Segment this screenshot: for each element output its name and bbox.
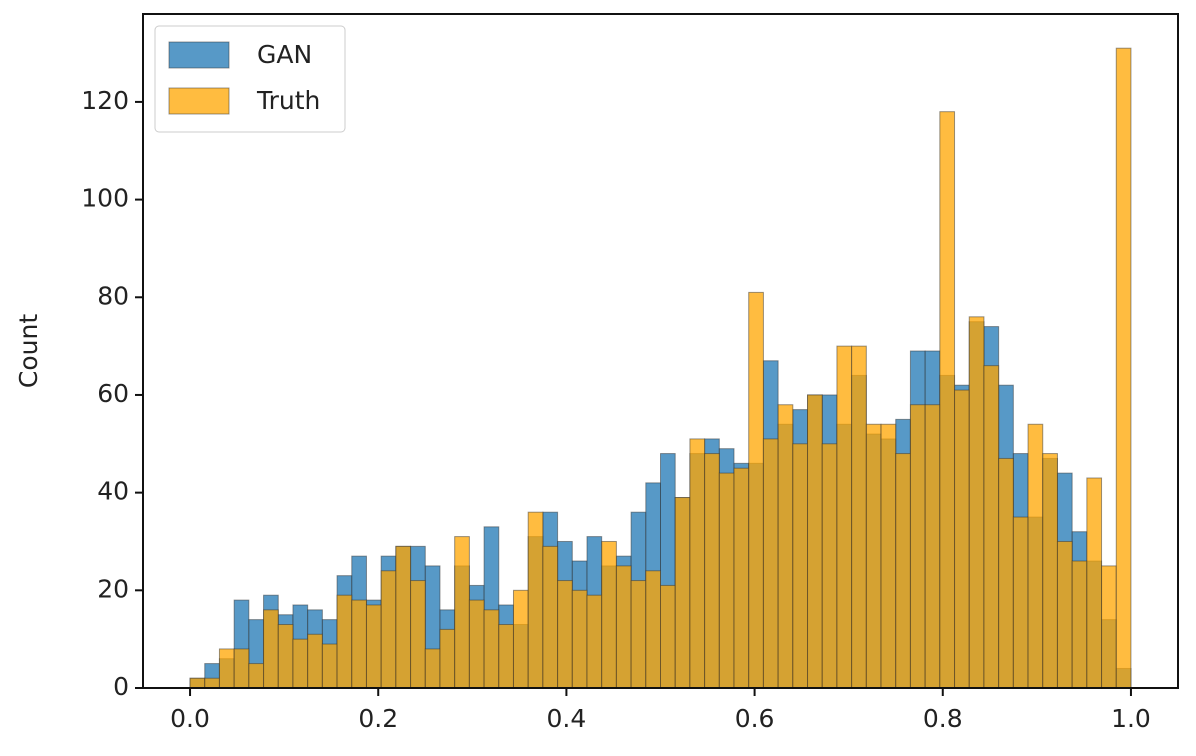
bar [277, 624, 294, 689]
legend-label: GAN [257, 40, 312, 69]
bar [748, 291, 764, 689]
x-tick-label: 0.4 [547, 704, 587, 733]
bar [542, 545, 559, 689]
bar [498, 624, 514, 689]
bar [1027, 423, 1044, 689]
bar [689, 438, 706, 689]
bar [865, 423, 882, 689]
bar [777, 404, 794, 689]
legend-swatch [168, 87, 230, 115]
legend-label: Truth [256, 86, 320, 115]
bar [204, 677, 220, 689]
bar [704, 453, 720, 689]
bar [762, 438, 779, 689]
legend-swatch [168, 41, 230, 69]
bar [880, 423, 897, 689]
x-tick-label: 0.8 [923, 704, 963, 733]
bar [615, 565, 632, 689]
bar [968, 316, 985, 689]
bar [380, 570, 397, 689]
bar [307, 633, 323, 689]
bar [1101, 565, 1117, 689]
bar [924, 404, 941, 689]
x-tick-label: 0.2 [358, 704, 398, 733]
y-axis-label: Count [14, 314, 43, 388]
bar [1056, 540, 1073, 689]
bar [483, 609, 500, 689]
bar [939, 111, 956, 689]
bar [336, 594, 353, 689]
bar [351, 599, 367, 689]
bar [1115, 47, 1132, 689]
bar [571, 589, 588, 689]
bar [468, 599, 485, 689]
bar [1012, 516, 1029, 689]
bar [365, 604, 382, 689]
bar [954, 389, 970, 689]
bar [983, 365, 1000, 689]
y-tick-label: 40 [97, 477, 129, 506]
bar [792, 443, 809, 689]
bar [512, 589, 529, 689]
bar [645, 570, 661, 689]
bar [321, 643, 338, 689]
bar [674, 497, 691, 689]
y-tick-label: 60 [97, 379, 129, 408]
bar [292, 638, 309, 689]
y-tick-label: 80 [97, 281, 129, 310]
bar [263, 609, 279, 689]
bar [836, 345, 853, 689]
plot-frame [142, 13, 1179, 689]
bar [998, 457, 1014, 689]
x-tick-label: 0.6 [735, 704, 775, 733]
bar [1071, 560, 1088, 689]
bar [424, 648, 441, 689]
bar [395, 545, 412, 689]
bar [454, 536, 470, 689]
bar [851, 345, 867, 689]
bar [557, 580, 573, 689]
y-tick-label: 20 [97, 574, 129, 603]
bar [630, 580, 647, 689]
bar [248, 663, 265, 689]
x-tick-label: 0.0 [170, 704, 210, 733]
bar [807, 394, 823, 689]
bar [439, 628, 456, 689]
bar [601, 540, 617, 689]
bar [660, 584, 676, 689]
bar [821, 443, 838, 689]
bar [895, 453, 911, 689]
bar [527, 511, 544, 689]
bar [733, 467, 750, 689]
bar [410, 580, 426, 689]
bar [1042, 453, 1058, 689]
x-tick-label: 1.0 [1111, 704, 1151, 733]
y-tick-label: 0 [113, 672, 129, 701]
bar [218, 648, 235, 689]
y-tick-label: 100 [81, 184, 129, 213]
bar [718, 472, 735, 689]
bar [909, 404, 926, 689]
bar [233, 648, 250, 689]
bar [1086, 477, 1103, 689]
bar [189, 677, 206, 689]
y-tick-label: 120 [81, 86, 129, 115]
bar [586, 594, 603, 689]
